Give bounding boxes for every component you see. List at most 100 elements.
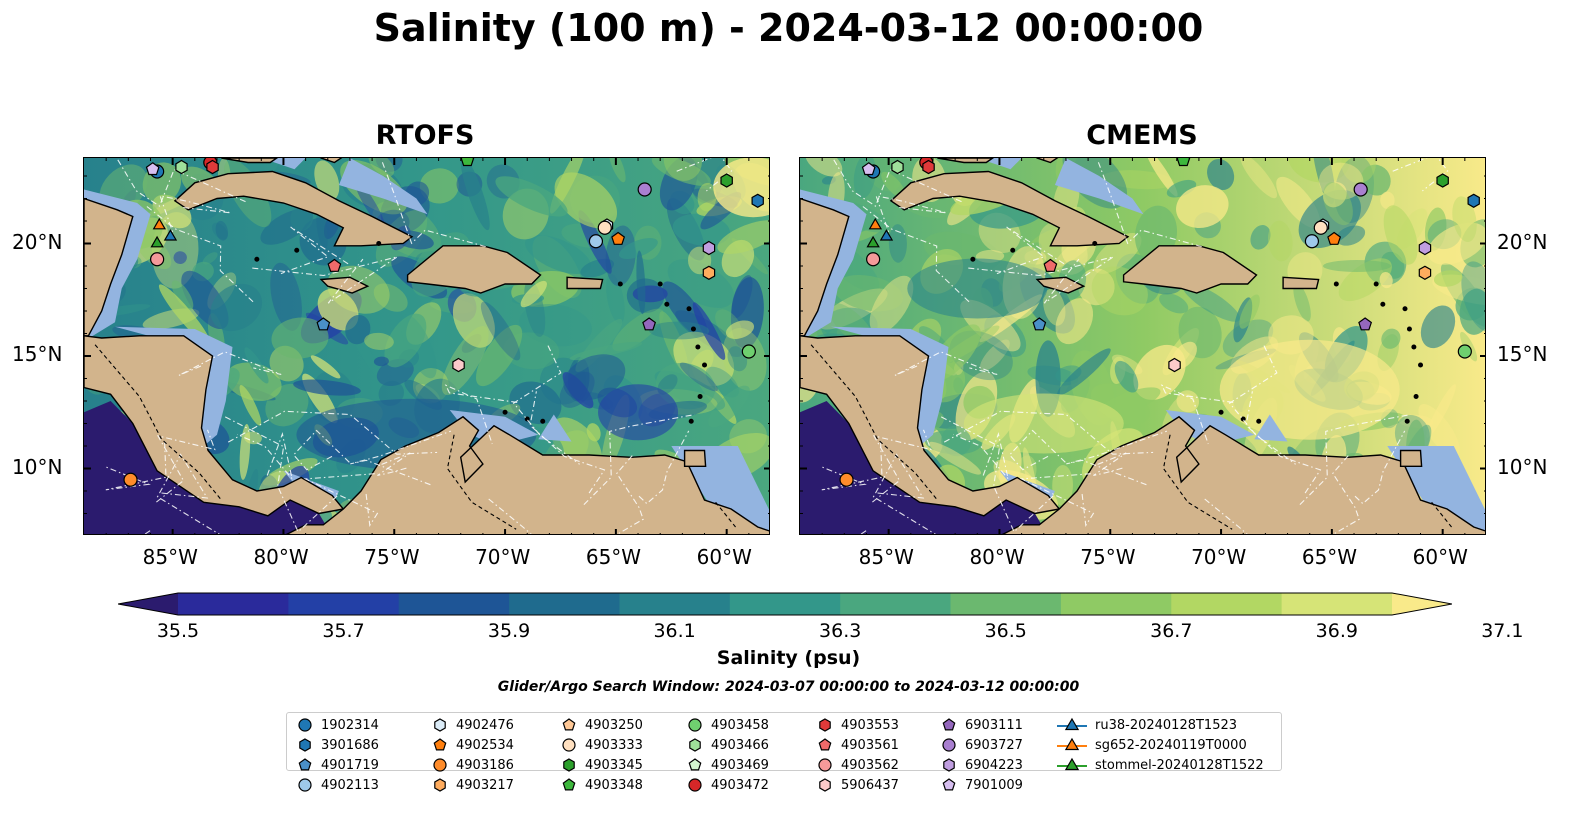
circle-marker-icon: [562, 738, 576, 752]
legend-label: 4903333: [585, 737, 643, 753]
legend-label: 1902314: [321, 717, 379, 733]
legend-label: sg652-20240119T0000: [1095, 737, 1247, 753]
hexagon-marker-icon: [943, 758, 955, 772]
search-window-text: Glider/Argo Search Window: 2024-03-07 00…: [497, 679, 1080, 695]
map-marker-sg652-20240119T0000: [868, 217, 883, 230]
pentagon-marker-icon: [562, 718, 576, 731]
map-marker-6904223: [702, 240, 716, 256]
figure-title: Salinity (100 m) - 2024-03-12 00:00:00: [373, 6, 1204, 50]
map-marker-6903727: [1353, 182, 1368, 197]
map-marker-4903553: [922, 159, 935, 175]
colorbar-segment: [619, 593, 731, 615]
pentagon-marker-icon: [942, 778, 956, 791]
colorbar-segment: [840, 593, 952, 615]
lat-tick-label: 15°N: [1497, 342, 1548, 366]
circle-marker-icon: [298, 718, 312, 732]
map-marker-5906437: [1168, 357, 1181, 373]
colorbar-segment: [729, 593, 841, 615]
map-marker-ru38-20240128T1523: [163, 229, 178, 241]
legend-label: 4903562: [841, 757, 899, 773]
map-marker-4903217: [702, 265, 716, 280]
lon-tick-label: 65°W: [585, 545, 642, 569]
circle-marker-icon: [688, 778, 702, 792]
legend-label: 4901719: [321, 757, 379, 773]
map-marker-4902113: [588, 234, 604, 249]
map-marker-4902534: [1327, 231, 1342, 245]
map-panel-rtofs: [83, 157, 770, 535]
hexagon-marker-icon: [819, 778, 831, 792]
legend-item-4903348: 4903348: [561, 777, 643, 793]
legend-item-5906437: 5906437: [817, 777, 899, 793]
map-marker-4903458: [741, 344, 756, 359]
panel-title-rtofs: RTOFS: [375, 120, 475, 151]
lat-tick-label: 15°N: [12, 342, 63, 366]
map-marker-4903553: [206, 159, 219, 175]
map-marker-stommel-20240128T1522: [866, 235, 880, 248]
hexagon-marker-icon: [434, 718, 446, 732]
colorbar-segment: [1060, 593, 1172, 615]
legend-label: 4902534: [456, 737, 514, 753]
pentagon-marker-icon: [433, 738, 447, 751]
legend-item-6904223: 6904223: [941, 757, 1023, 773]
map-marker-4902113: [1304, 234, 1320, 249]
hexagon-marker-icon: [563, 758, 575, 772]
map-marker-6903727: [637, 182, 652, 197]
legend-label: 5906437: [841, 777, 899, 793]
triangle-line-marker-icon: [1057, 757, 1087, 771]
map-marker-4903562: [150, 252, 165, 267]
map-marker-4903561: [327, 258, 342, 272]
map-marker-4903217: [1418, 265, 1432, 280]
map-marker-4901719: [1032, 317, 1047, 331]
pentagon-marker-icon: [688, 758, 702, 771]
colorbar-segment: [178, 593, 289, 615]
legend-item-4903472: 4903472: [687, 777, 769, 793]
circle-marker-icon: [942, 738, 956, 752]
triangle-line-marker-icon: [1057, 737, 1087, 751]
colorbar-tick-label: 36.7: [1150, 620, 1193, 642]
legend-label: 6904223: [965, 757, 1023, 773]
circle-marker-icon: [818, 758, 832, 772]
map-marker-4903345: [720, 173, 733, 188]
legend-item-4903458: 4903458: [687, 717, 769, 733]
legend-item-4902113: 4902113: [297, 777, 379, 793]
legend-label: 6903727: [965, 737, 1023, 753]
legend-item-6903111: 6903111: [941, 717, 1023, 733]
colorbar-tick-label: 35.5: [156, 620, 200, 642]
legend-label: 4903348: [585, 777, 643, 793]
legend-label: 6903111: [965, 717, 1023, 733]
legend-item-sg652-20240119T0000: sg652-20240119T0000: [1057, 737, 1247, 753]
map-marker-4903186: [123, 472, 138, 487]
lon-tick-label: 85°W: [858, 545, 914, 569]
lon-tick-label: 70°W: [1191, 545, 1247, 569]
hexagon-marker-icon: [299, 738, 311, 752]
panel-title-cmems: CMEMS: [1086, 120, 1198, 151]
colorbar-segment: [398, 593, 510, 615]
legend-label: 4903466: [711, 737, 769, 753]
legend-item-4903553: 4903553: [817, 717, 899, 733]
lat-tick-label: 10°N: [1497, 454, 1548, 479]
lat-tick-label: 20°N: [1497, 229, 1548, 254]
colorbar-extend-low: [118, 593, 178, 615]
colorbar-tick-label: 36.9: [1315, 620, 1358, 642]
hexagon-marker-icon: [689, 738, 701, 752]
map-svg: [84, 158, 769, 534]
legend-item-6903727: 6903727: [941, 737, 1023, 753]
map-marker-sg652-20240119T0000: [152, 217, 167, 230]
map-marker-4902534: [611, 231, 626, 245]
map-marker-4903348: [460, 158, 475, 167]
lat-tick-label: 10°N: [12, 454, 63, 479]
pentagon-marker-icon: [942, 718, 956, 731]
colorbar-extend-high: [1392, 593, 1452, 615]
colorbar-segment: [288, 593, 400, 615]
colorbar-segment: [1171, 593, 1283, 615]
map-marker-4903345: [1436, 173, 1449, 188]
triangle-line-marker-icon: [1057, 717, 1087, 731]
colorbar-segment: [509, 593, 621, 615]
legend-item-4903333: 4903333: [561, 737, 643, 753]
colorbar-segment: [1281, 593, 1393, 615]
legend-item-4903345: 4903345: [561, 757, 643, 773]
legend-label: 3901686: [321, 737, 379, 753]
map-marker-4903466: [891, 159, 904, 175]
lon-tick-label: 60°W: [1412, 545, 1468, 569]
legend-label: 7901009: [965, 777, 1023, 793]
